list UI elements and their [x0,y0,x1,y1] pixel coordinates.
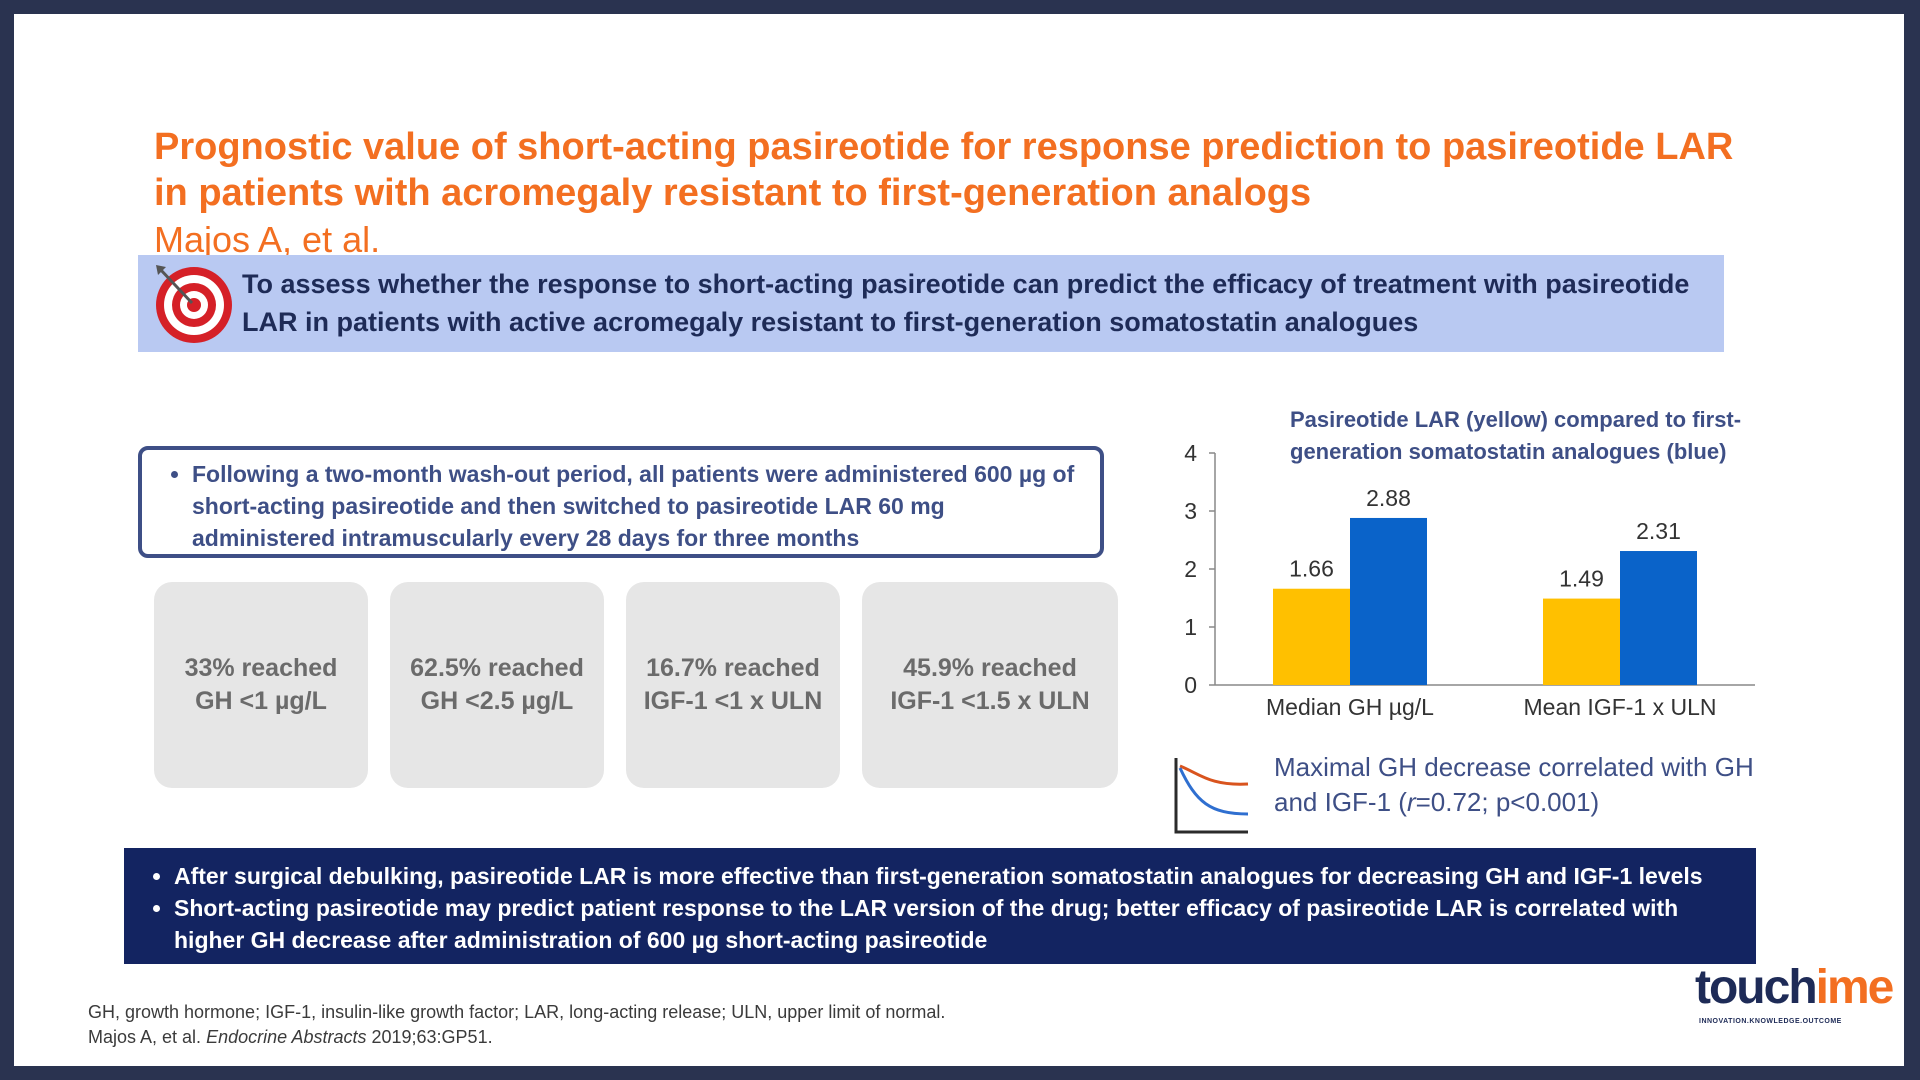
x-tick-label: Median GH µg/L [1266,694,1434,720]
correlation-text: Maximal GH decrease correlated with GH a… [1274,752,1754,817]
bar [1543,598,1620,685]
objective-banner: To assess whether the response to short-… [138,255,1724,352]
bar [1350,517,1427,685]
stat-card-gh-2-5: 62.5% reached GH <2.5 µg/L [390,582,604,788]
chart-title: Pasireotide LAR (yellow) compared to fir… [1290,407,1742,464]
stat-card-igf-1: 16.7% reached IGF-1 <1 x ULN [626,582,840,788]
data-label: 2.88 [1366,485,1411,511]
x-tick-label: Mean IGF-1 x ULN [1524,694,1717,720]
logo-wordmark: touchime [1695,961,1894,1014]
y-tick-label: 4 [1184,440,1197,466]
conclusion-bullet: Short-acting pasireotide may predict pat… [174,892,1736,956]
objective-text: To assess whether the response to short-… [242,269,1690,337]
method-box: Following a two-month wash-out period, a… [138,446,1104,558]
y-tick-label: 1 [1184,614,1197,640]
method-bullet: Following a two-month wash-out period, a… [192,458,1090,554]
stat-card-gh-1: 33% reached GH <1 µg/L [154,582,368,788]
data-label: 1.66 [1289,556,1334,582]
stat-card-igf-1-5: 45.9% reached IGF-1 <1.5 x ULN [862,582,1118,788]
stat-text: 45.9% reached IGF-1 <1.5 x ULN [890,654,1090,715]
bar [1273,588,1350,685]
data-label: 2.31 [1636,518,1681,544]
target-icon [156,265,232,343]
stat-text: 62.5% reached GH <2.5 µg/L [410,654,584,715]
slide-authors: Majos A, et al. [154,219,381,260]
footnote: GH, growth hormone; IGF-1, insulin-like … [88,1000,945,1050]
touchime-logo: touchime INNOVATION.KNOWLEDGE.OUTCOME [1695,960,1895,1050]
y-tick-label: 2 [1184,556,1197,582]
footnote-reference: Majos A, et al. Endocrine Abstracts 2019… [88,1027,493,1047]
y-tick-label: 0 [1184,672,1197,698]
conclusion-box: After surgical debulking, pasireotide LA… [124,848,1756,964]
y-tick-label: 3 [1184,498,1197,524]
conclusion-bullet: After surgical debulking, pasireotide LA… [174,860,1736,892]
bar [1620,551,1697,685]
stat-text: 16.7% reached IGF-1 <1 x ULN [643,654,823,715]
footnote-abbreviations: GH, growth hormone; IGF-1, insulin-like … [88,1002,946,1022]
bar-chart: 0 1 2 3 4 1.66 2.88 Median GH µg/L 1.49 2.31 Mean … [1184,440,1755,720]
data-label: 1.49 [1559,566,1604,592]
stat-text: 33% reached GH <1 µg/L [184,654,338,715]
slide-title: Prognostic value of short-acting pasireo… [154,126,1734,214]
logo-tagline: INNOVATION.KNOWLEDGE.OUTCOME [1699,1018,1842,1025]
correlation-curve-icon [1174,758,1249,834]
